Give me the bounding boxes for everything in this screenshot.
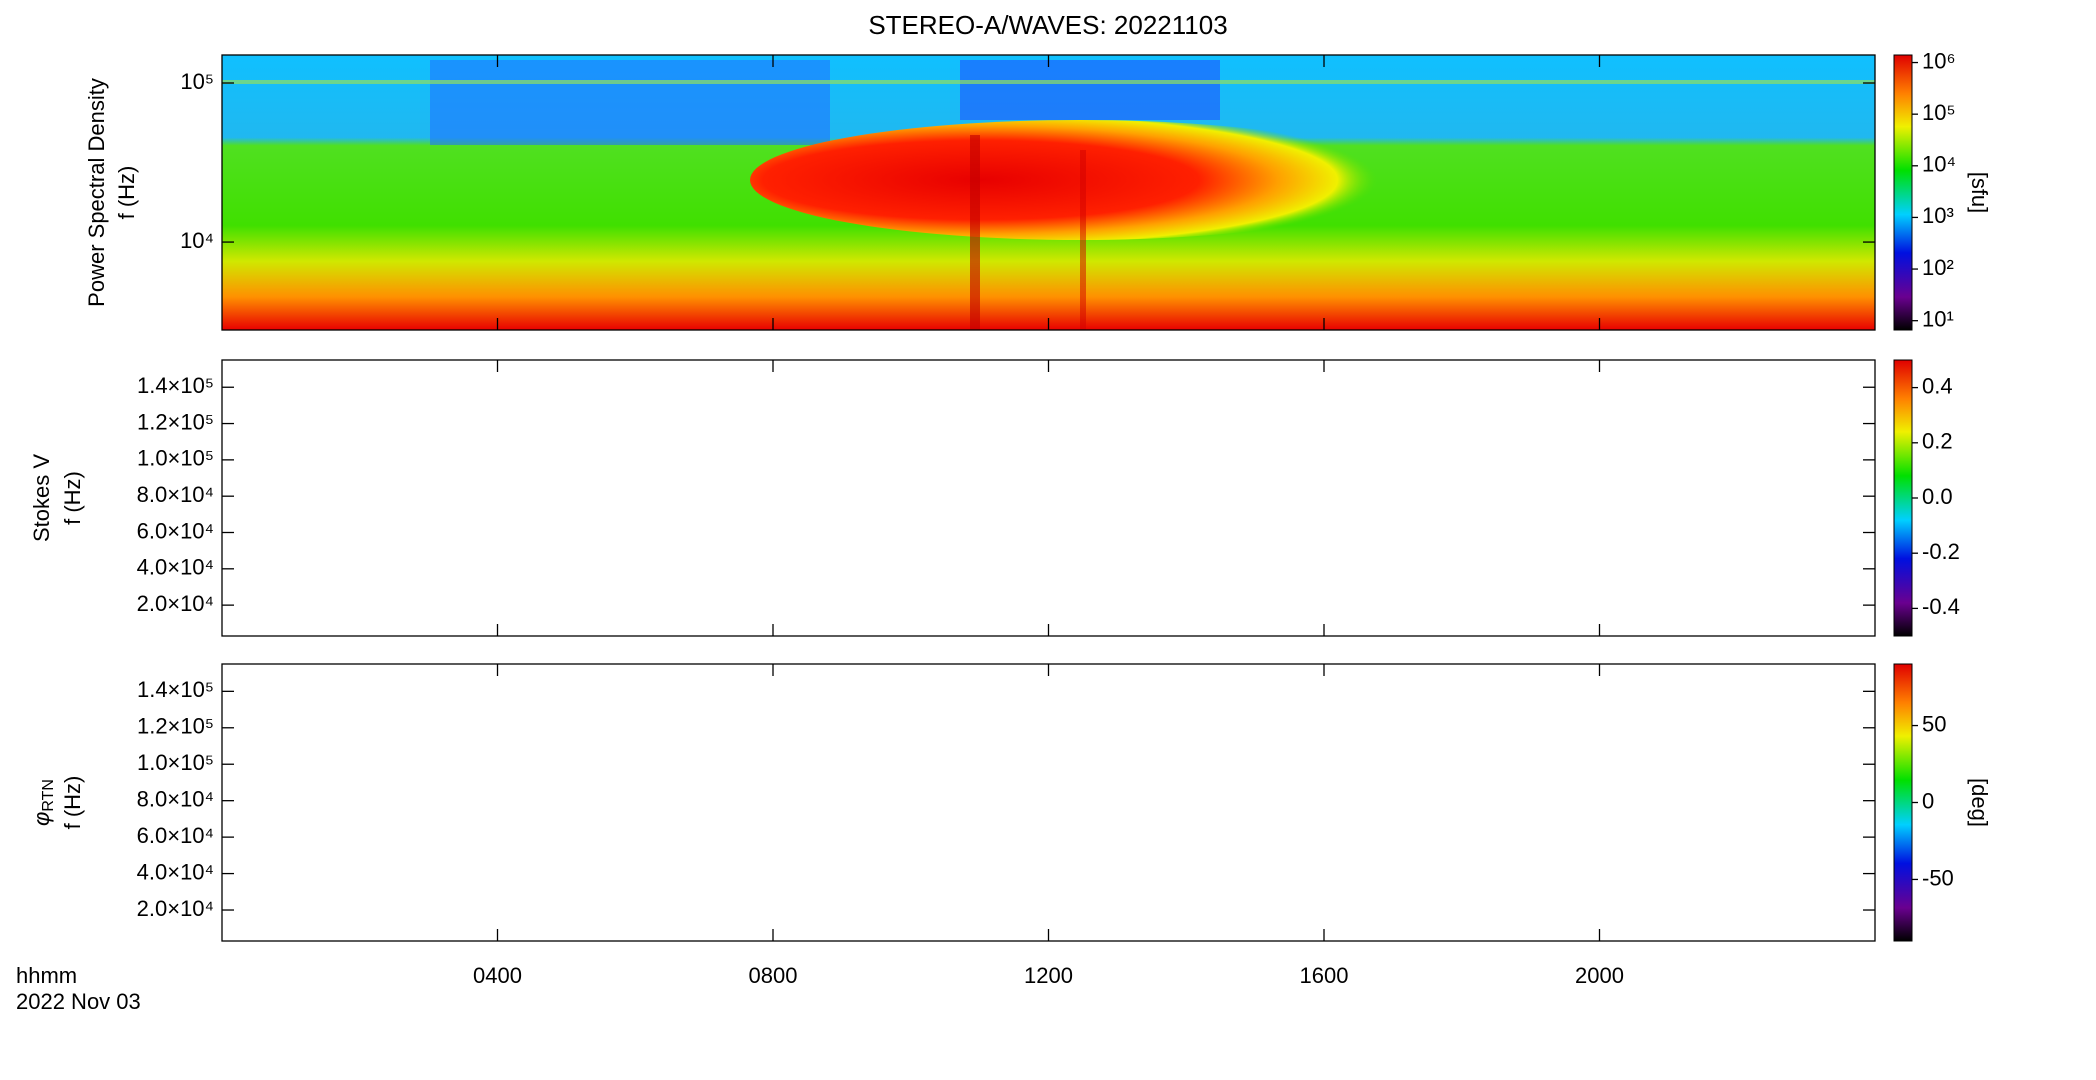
y-axis-label: f (Hz) [114, 166, 139, 220]
colorbar [1893, 359, 1913, 637]
y-tick-label: 1.0×10⁵ [137, 446, 214, 471]
chart-title: STEREO-A/WAVES: 20221103 [868, 10, 1227, 40]
y-axis-label: f (Hz) [60, 471, 85, 525]
y-axis-label: φRTN [29, 779, 57, 826]
y-tick-label: 6.0×10⁴ [137, 518, 214, 543]
y-label-symbol: φ [29, 812, 54, 826]
y-tick-label: 8.0×10⁴ [137, 482, 214, 507]
x-tick-label: 0400 [473, 963, 522, 988]
y-tick-label: 8.0×10⁴ [137, 786, 214, 811]
colorbar-tick-label: -0.2 [1922, 539, 1960, 564]
colorbar-tick-label: 10⁴ [1922, 152, 1956, 177]
y-tick-label: 2.0×10⁴ [137, 896, 214, 921]
x-tick-label: 0800 [749, 963, 798, 988]
y-axis-label: Power Spectral Density [84, 78, 109, 307]
y-label-subscript: RTN [40, 779, 57, 812]
y-tick-label: 1.2×10⁵ [137, 409, 214, 434]
y-tick-label: 2.0×10⁴ [137, 591, 214, 616]
x-tick-label: 2000 [1575, 963, 1624, 988]
y-tick-label: 4.0×10⁴ [137, 859, 214, 884]
colorbar [1893, 54, 1913, 331]
plot-frame [221, 663, 1876, 942]
date-label: 2022 Nov 03 [16, 989, 141, 1014]
colorbar-tick-label: 50 [1922, 711, 1946, 736]
y-tick-label: 6.0×10⁴ [137, 823, 214, 848]
y-tick-label: 10⁴ [180, 228, 214, 253]
x-tick-label: 1200 [1024, 963, 1073, 988]
x-tick-label: 1600 [1300, 963, 1349, 988]
colorbar-tick-label: 0.4 [1922, 373, 1953, 398]
y-tick-label: 1.4×10⁵ [137, 373, 214, 398]
plot-frame [221, 359, 1876, 637]
colorbar-tick-label: 10¹ [1922, 306, 1954, 331]
colorbar-tick-label: -0.4 [1922, 594, 1960, 619]
y-tick-label: 10⁵ [180, 69, 214, 94]
colorbar-tick-label: 10² [1922, 255, 1954, 280]
y-axis-label: Stokes V [29, 454, 54, 542]
y-axis-label: f (Hz) [60, 776, 85, 830]
colorbar-label: [sfu] [1967, 172, 1992, 214]
colorbar-tick-label: 0.2 [1922, 429, 1953, 454]
colorbar-tick-label: 0 [1922, 788, 1934, 813]
colorbar-tick-label: -50 [1922, 865, 1954, 890]
y-tick-label: 1.2×10⁵ [137, 714, 214, 739]
colorbar-tick-label: 10³ [1922, 203, 1954, 228]
colorbar-tick-label: 10⁶ [1922, 48, 1956, 73]
y-tick-label: 1.4×10⁵ [137, 677, 214, 702]
spectrogram-image [222, 55, 1875, 330]
x-axis-label: hhmm [16, 963, 77, 988]
y-tick-label: 1.0×10⁵ [137, 750, 214, 775]
y-tick-label: 4.0×10⁴ [137, 555, 214, 580]
colorbar [1893, 663, 1913, 942]
colorbar-label: [deg] [1967, 778, 1992, 827]
colorbar-tick-label: 10⁵ [1922, 100, 1956, 125]
colorbar-tick-label: 0.0 [1922, 484, 1953, 509]
